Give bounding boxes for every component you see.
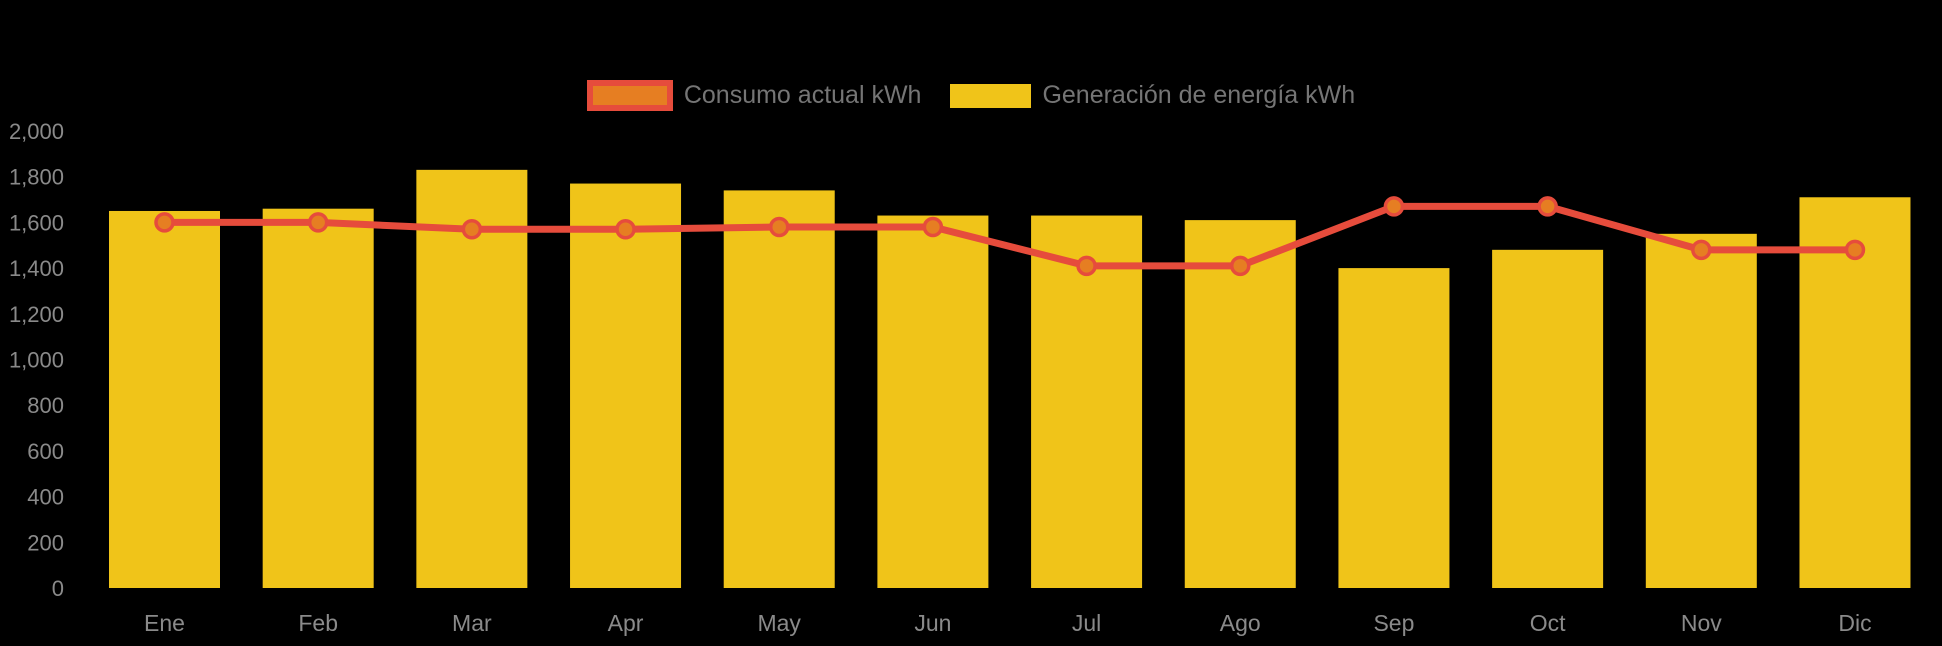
consumo-swatch-icon [586,80,673,111]
line-point-Sep[interactable] [1383,196,1405,217]
legend-item-consumo[interactable]: Consumo actual kWh [586,80,922,111]
bar-Nov[interactable] [1645,233,1757,588]
y-axis-labels: 0 200 400 600 800 1,000 1,200 1,400 1,600 1,800 2,… [9,119,64,601]
y-tick-label-200: 200 [27,530,64,555]
bar-Apr[interactable] [570,183,682,588]
legend-label-consumo: Consumo actual kWh [683,81,922,109]
legend-item-generacion[interactable]: Generación de energía kWh [950,83,1355,108]
line-point-Oct[interactable] [1537,196,1558,217]
line-point-Nov[interactable] [1691,239,1712,261]
bar-Sep[interactable] [1338,268,1450,588]
line-point-Apr[interactable] [615,219,636,240]
x-tick-label-May: May [757,610,801,636]
x-tick-label-Mar: Mar [452,610,492,636]
x-tick-label-Apr: Apr [608,610,644,636]
bar-Feb[interactable] [262,208,374,588]
y-tick-label-0: 0 [52,576,64,601]
bar-Ago[interactable] [1184,220,1296,589]
x-tick-label-Sep: Sep [1373,610,1414,636]
consumption-line-path [161,202,1859,270]
bar-May[interactable] [723,190,835,588]
y-tick-label-600: 600 [27,439,64,464]
line-point-Mar[interactable] [461,219,483,240]
line-point-Dic[interactable] [1844,239,1866,261]
line-point-May[interactable] [768,216,790,238]
line-point-Jun[interactable] [922,216,944,238]
consumption-line [154,196,1866,277]
bar-Ene[interactable] [109,210,220,588]
line-point-Jul[interactable] [1076,255,1097,277]
generation-bars [109,169,1911,589]
x-tick-label-Ago: Ago [1220,610,1261,636]
line-point-Ene[interactable] [154,212,175,233]
bar-Oct[interactable] [1492,249,1604,588]
y-tick-label-800: 800 [27,393,64,418]
y-tick-label-1,200: 1,200 [9,302,64,327]
bar-Dic[interactable] [1799,197,1911,588]
x-tick-label-Dic: Dic [1838,610,1871,636]
x-tick-label-Feb: Feb [298,610,338,636]
x-tick-label-Jul: Jul [1072,610,1101,636]
generacion-swatch-icon [950,83,1032,108]
bar-Jul[interactable] [1031,215,1143,589]
y-tick-label-1,400: 1,400 [9,256,64,281]
x-tick-label-Jun: Jun [914,610,951,636]
line-point-Feb[interactable] [307,212,329,233]
line-point-Ago[interactable] [1230,255,1251,277]
legend-label-generacion: Generación de energía kWh [1042,81,1356,109]
x-axis-labels: Ene Feb Mar Apr May Jun Jul Ago Sep Oct Nov Dic [144,610,1872,636]
bar-Mar[interactable] [416,169,528,588]
x-tick-label-Nov: Nov [1681,610,1722,636]
y-tick-label-400: 400 [27,485,64,510]
chart-legend: Consumo actual kWh Generación de energía… [0,80,1942,111]
y-tick-label-1,600: 1,600 [9,210,64,235]
y-tick-label-1,000: 1,000 [9,348,64,373]
bar-Jun[interactable] [877,215,989,589]
x-tick-label-Oct: Oct [1530,610,1566,636]
y-tick-label-1,800: 1,800 [9,165,64,190]
y-tick-label-2,000: 2,000 [9,119,64,144]
x-tick-label-Ene: Ene [144,610,185,636]
